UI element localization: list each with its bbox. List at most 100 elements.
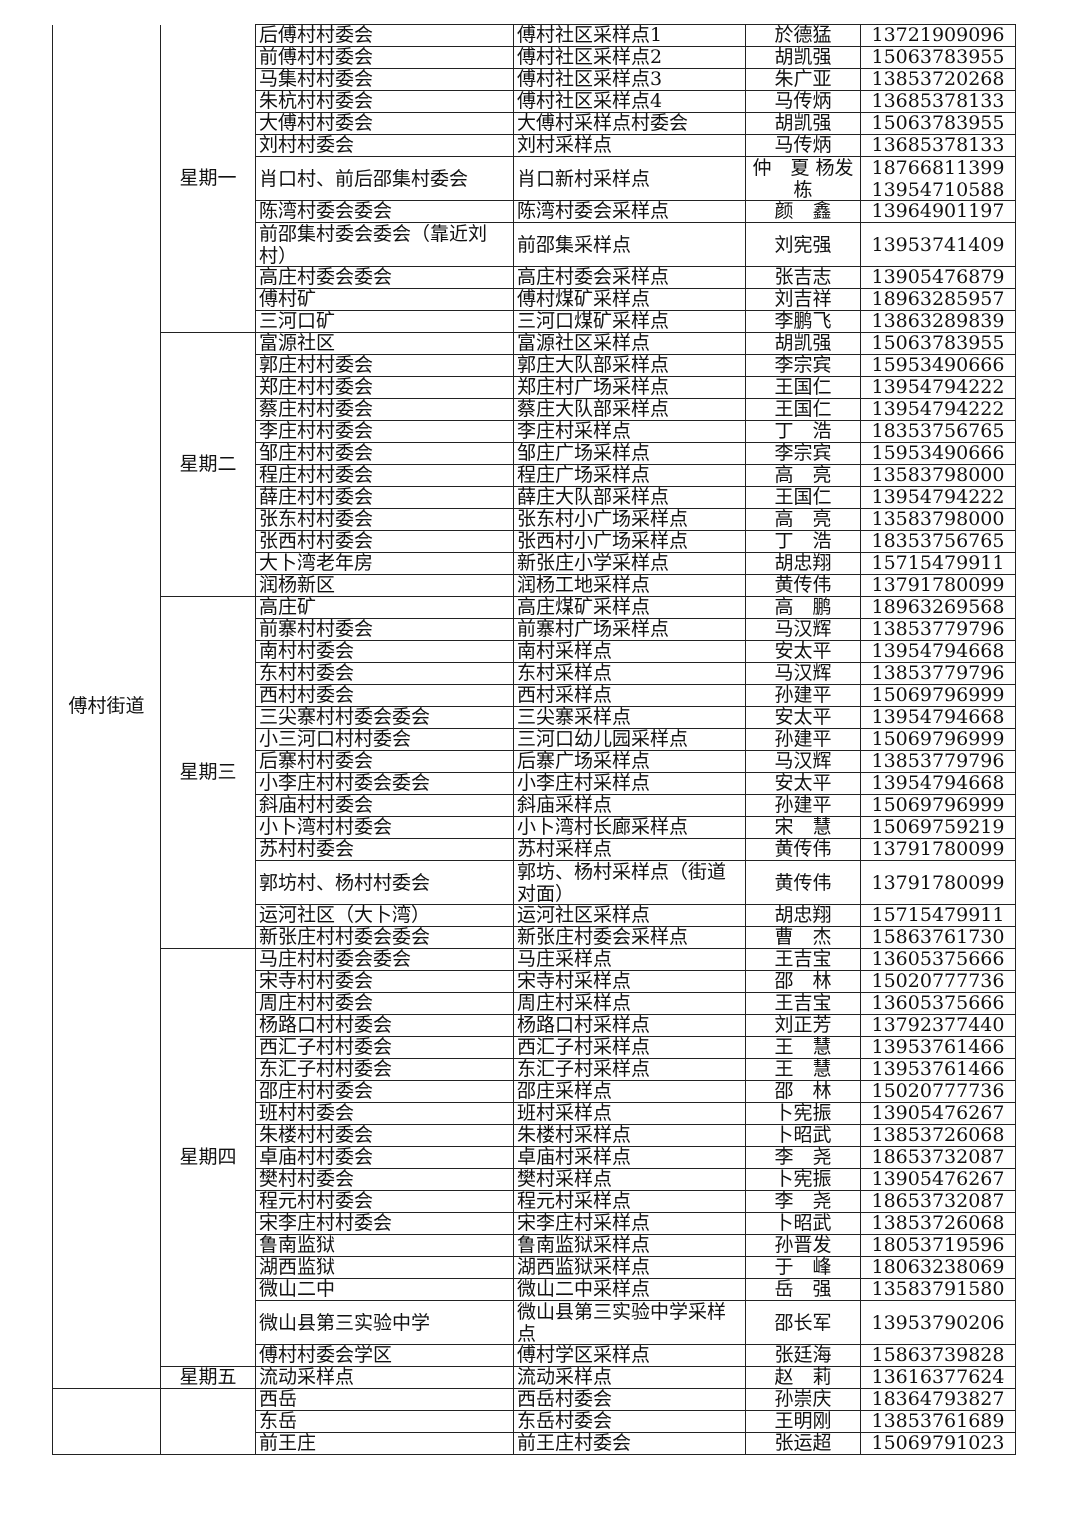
sampling-point-cell: 三河口幼儿园采样点 <box>513 728 746 751</box>
contact-cell: 胡忠翔 <box>745 552 861 575</box>
sampling-point-text: 东汇子村采样点 <box>517 1059 651 1080</box>
sampling-point-text: 傅村社区采样点2 <box>517 47 663 68</box>
phone-cell: 13853726068 <box>860 1124 1016 1147</box>
organization-text: 程元村村委会 <box>259 1191 374 1212</box>
contact-cell: 安太平 <box>745 640 861 663</box>
phone-text: 18653732087 <box>871 1191 1005 1212</box>
sampling-point-text: 高庄煤矿采样点 <box>517 597 651 618</box>
sampling-point-text: 蔡庄大队部采样点 <box>517 399 670 420</box>
table-row: 小李庄村村委会委会 小李庄村采样点 安太平 13954794668 <box>53 772 1016 795</box>
organization-text: 大卜湾老年房 <box>259 553 374 574</box>
phone-text: 13954794222 <box>871 487 1005 508</box>
contact-cell: 安太平 <box>745 706 861 729</box>
contact-cell: 卜昭武 <box>745 1124 861 1147</box>
phone-text: 15863739828 <box>871 1345 1005 1366</box>
sampling-point-cell: 西汇子村采样点 <box>513 1036 746 1059</box>
organization-cell: 东岳 <box>255 1410 514 1433</box>
sampling-point-cell: 卓庙村采样点 <box>513 1146 746 1169</box>
contact-text: 孙崇庆 <box>774 1389 832 1410</box>
phone-cell: 18653732087 <box>860 1146 1016 1169</box>
sampling-point-cell: 傅村社区采样点3 <box>513 68 746 91</box>
contact-text: 李 尧 <box>774 1147 832 1168</box>
sampling-point-cell: 苏村采样点 <box>513 838 746 861</box>
contact-text: 卜宪振 <box>774 1103 832 1124</box>
phone-cell: 18353756765 <box>860 530 1016 553</box>
table-row: 程庄村村委会 程庄广场采样点 高 亮 13583798000 <box>53 464 1016 487</box>
sampling-point-text: 傅村社区采样点4 <box>517 91 663 112</box>
contact-cell: 张吉志 <box>745 266 861 289</box>
phone-cell: 15863739828 <box>860 1344 1016 1367</box>
phone-text: 13863289839 <box>871 311 1005 332</box>
weekday-cell <box>160 1388 256 1455</box>
organization-cell: 小李庄村村委会委会 <box>255 772 514 795</box>
phone-cell: 13853779796 <box>860 618 1016 641</box>
organization-cell: 小三河口村村委会 <box>255 728 514 751</box>
phone-text: 13953741409 <box>871 233 1005 256</box>
phone-text: 13953761466 <box>871 1037 1005 1058</box>
sampling-point-cell: 肖口新村采样点 <box>513 156 746 201</box>
organization-cell: 宋寺村村委会 <box>255 970 514 993</box>
phone-text: 15020777736 <box>871 971 1005 992</box>
phone-cell: 13905476879 <box>860 266 1016 289</box>
phone-text: 18053719596 <box>871 1235 1005 1256</box>
contact-cell: 张廷海 <box>745 1344 861 1367</box>
sampling-point-cell: 东村采样点 <box>513 662 746 685</box>
phone-cell: 15069796999 <box>860 728 1016 751</box>
table-row: 郭坊村、杨村村委会 郭坊、杨村采样点（街道对面） 黄传伟 13791780099 <box>53 860 1016 905</box>
contact-text: 刘正芳 <box>774 1015 832 1036</box>
organization-text: 樊村村委会 <box>259 1169 355 1190</box>
contact-text: 邵长军 <box>774 1311 832 1334</box>
contact-cell: 胡凯强 <box>745 112 861 135</box>
table-row: 东岳 东岳村委会 王明刚 13853761689 <box>53 1410 1016 1433</box>
phone-text: 18963285957 <box>871 289 1005 310</box>
phone-text: 15020777736 <box>871 1081 1005 1102</box>
contact-cell: 安太平 <box>745 772 861 795</box>
sampling-point-text: 微山县第三实验中学采样点 <box>517 1301 727 1344</box>
contact-text: 马传炳 <box>774 135 832 156</box>
sampling-point-cell: 西岳村委会 <box>513 1388 746 1411</box>
sampling-point-text: 肖口新村采样点 <box>517 167 651 190</box>
organization-text: 东村村委会 <box>259 663 355 684</box>
organization-cell: 前王庄 <box>255 1432 514 1455</box>
contact-text: 张运超 <box>774 1433 832 1454</box>
sampling-point-cell: 蔡庄大队部采样点 <box>513 398 746 421</box>
sampling-point-text: 陈湾村委会采样点 <box>517 201 670 222</box>
sampling-point-text: 朱楼村采样点 <box>517 1125 632 1146</box>
weekday-cell: 星期二 <box>160 332 256 597</box>
phone-cell: 15953490666 <box>860 442 1016 465</box>
phone-text: 13853779796 <box>871 751 1005 772</box>
contact-text: 高 亮 <box>774 509 832 530</box>
table-body: 傅村街道 星期一 后傅村村委会 傅村社区采样点1 於德猛 13721909096 前傅村村委… <box>52 24 1016 1455</box>
sampling-point-text: 三河口幼儿园采样点 <box>517 729 689 750</box>
phone-cell: 18963285957 <box>860 288 1016 311</box>
phone-text: 15069796999 <box>871 685 1005 706</box>
phone-cell: 18963269568 <box>860 596 1016 619</box>
sampling-point-cell: 宋李庄村采样点 <box>513 1212 746 1235</box>
phone-cell: 13853761689 <box>860 1410 1016 1433</box>
sampling-point-cell: 周庄村采样点 <box>513 992 746 1015</box>
organization-text: 小李庄村村委会委会 <box>259 773 431 794</box>
phone-cell: 13853726068 <box>860 1212 1016 1235</box>
table-row: 前傅村村委会 傅村社区采样点2 胡凯强 15063783955 <box>53 46 1016 69</box>
sampling-point-text: 前寨村广场采样点 <box>517 619 670 640</box>
table-row: 傅村街道 星期一 后傅村村委会 傅村社区采样点1 於德猛 13721909096 <box>52 24 1016 1389</box>
table-row: 南村村委会 南村采样点 安太平 13954794668 <box>53 640 1016 663</box>
phone-text: 13954794222 <box>871 377 1005 398</box>
organization-cell: 小卜湾村村委会 <box>255 816 514 839</box>
phone-cell: 13953761466 <box>860 1058 1016 1081</box>
organization-cell: 运河社区（大卜湾） <box>255 904 514 927</box>
organization-text: 湖西监狱 <box>259 1257 336 1278</box>
phone-cell: 15715479911 <box>860 904 1016 927</box>
sampling-point-text: 傅村社区采样点1 <box>517 25 663 46</box>
table-row: 宋寺村村委会 宋寺村采样点 邵 林 15020777736 <box>53 970 1016 993</box>
contact-text: 安太平 <box>774 773 832 794</box>
phone-text: 13605375666 <box>871 993 1005 1014</box>
phone-text: 15069796999 <box>871 729 1005 750</box>
contact-cell: 邵长军 <box>745 1300 861 1345</box>
street-cell <box>52 1388 161 1455</box>
phone-cell: 15063783955 <box>860 112 1016 135</box>
phone-cell: 13685378133 <box>860 134 1016 157</box>
phone-cell: 15069796999 <box>860 794 1016 817</box>
table-row: 朱杭村村委会 傅村社区采样点4 马传炳 13685378133 <box>53 90 1016 113</box>
weekday-cell: 星期三 <box>160 596 256 949</box>
